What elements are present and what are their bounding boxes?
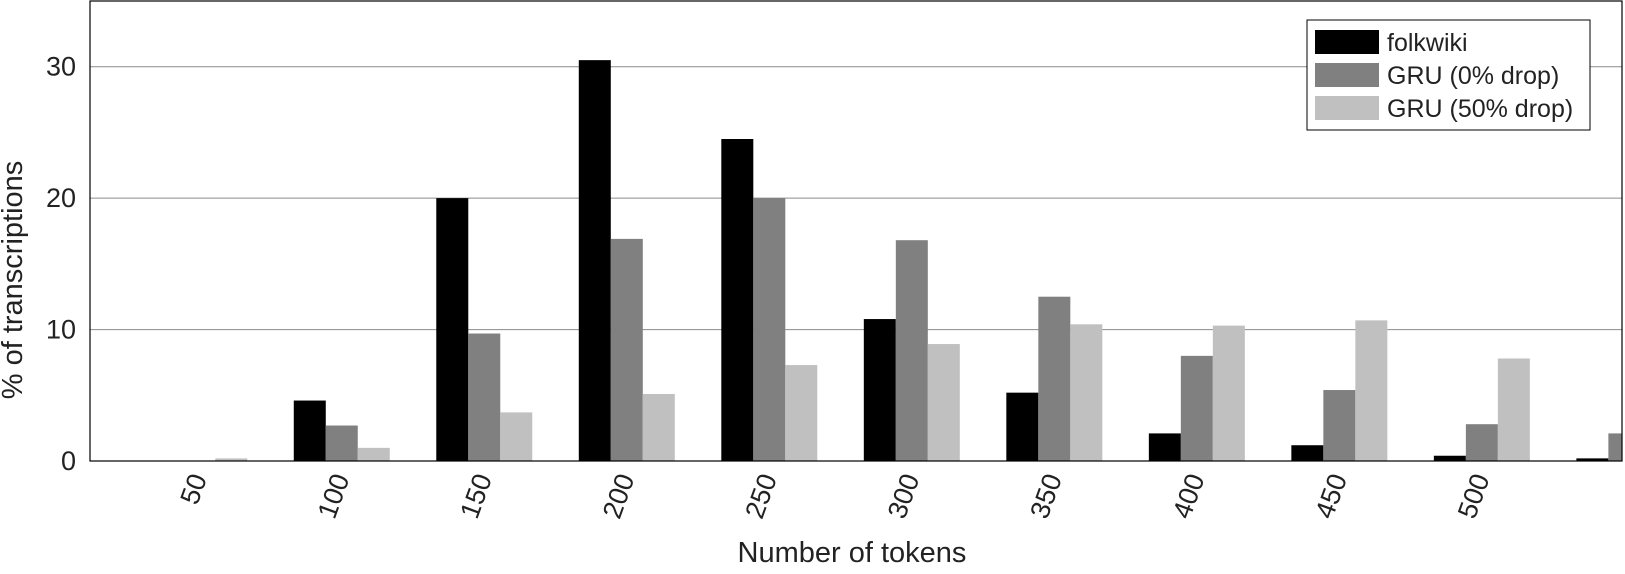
legend-label-0: folkwiki [1387,29,1468,57]
bar-0-4 [721,139,754,461]
bar-2-2 [500,412,533,461]
legend-swatch-1 [1315,63,1379,87]
bar-1-7 [1180,355,1213,461]
bar-2-3 [642,393,675,461]
x-tick-label-7: 400 [1167,470,1211,523]
bar-2-6 [1070,324,1103,461]
bar-0-10 [1576,458,1609,461]
x-tick-label-8: 450 [1309,470,1353,523]
bar-2-9 [1497,358,1530,461]
y-axis-title: % of transcriptions [0,161,29,400]
bar-1-6 [1038,296,1071,461]
bar-0-7 [1148,433,1181,461]
bar-0-8 [1291,445,1324,461]
plot-frame [89,0,1623,462]
bar-2-0 [215,458,248,461]
bar-0-9 [1433,455,1466,461]
bar-1-3 [610,238,643,461]
x-tick-label-0: 50 [174,470,212,508]
legend: folkwiki GRU (0% drop) GRU (50% drop) [1306,19,1591,131]
x-tick-label-9: 500 [1452,470,1496,523]
bar-0-3 [578,60,611,462]
x-tick-label-4: 250 [739,470,783,523]
series-2 [215,320,1530,461]
x-tick-label-1: 100 [312,470,356,523]
y-tick-label-2: 20 [46,183,76,213]
x-tick-label-3: 200 [597,470,641,523]
bar-1-8 [1323,390,1356,461]
bar-2-4 [785,365,818,461]
series-1 [325,198,1622,461]
bar-0-5 [863,319,896,461]
bar-1-10 [1608,433,1622,461]
x-axis-title: Number of tokens [738,537,967,569]
bar-0-2 [436,198,469,461]
bar-0-1 [293,400,326,461]
x-tick-label-6: 350 [1024,470,1068,523]
y-tick-labels: 0 10 20 30 [46,52,76,476]
legend-swatch-2 [1315,96,1379,120]
bar-2-7 [1212,325,1245,461]
series-0 [293,60,1609,462]
bar-2-5 [927,344,960,461]
bar-1-9 [1465,424,1498,461]
bar-1-2 [468,333,501,461]
legend-swatch-0 [1315,30,1379,54]
bar-1-4 [753,198,786,461]
x-tick-label-2: 150 [454,470,498,523]
legend-label-2: GRU (50% drop) [1387,95,1573,123]
bar-2-8 [1355,320,1388,461]
y-tick-label-3: 30 [46,52,76,82]
bar-2-1 [357,447,390,461]
y-tick-label-1: 10 [46,315,76,345]
legend-label-1: GRU (0% drop) [1387,62,1559,90]
x-tick-labels: 50 100 150 200 250 300 350 400 450 500 [174,470,1495,523]
bar-0-6 [1006,392,1039,461]
y-tick-label-0: 0 [61,446,76,476]
bar-1-1 [325,425,358,461]
x-tick-label-5: 300 [882,470,926,523]
bar-1-5 [895,240,928,461]
bars [215,60,1622,462]
